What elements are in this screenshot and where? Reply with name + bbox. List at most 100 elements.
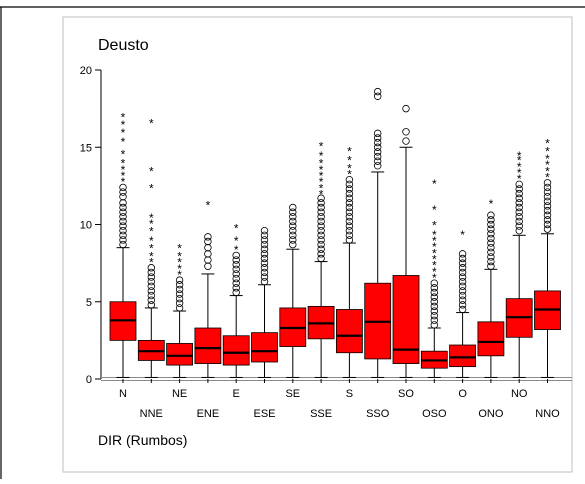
outlier-circle: [543, 206, 552, 215]
outlier-circle: [289, 222, 297, 230]
outlier-star: *: [149, 117, 154, 131]
outlier-circle: [374, 138, 382, 147]
outlier-circle: [260, 226, 269, 235]
outlier-circle: [458, 273, 467, 281]
outlier-circle: [458, 264, 467, 272]
outlier-circle: [458, 287, 467, 295]
outlier-circle: [119, 203, 127, 212]
outlier-circle: [458, 250, 467, 258]
outlier-star: *: [121, 175, 126, 189]
outlier-circle: [374, 148, 382, 156]
outlier-star: *: [319, 140, 324, 154]
outlier-star: *: [149, 211, 154, 225]
outlier-star: *: [149, 249, 154, 263]
outlier-circle: [543, 216, 552, 224]
outlier-circle: [317, 250, 325, 258]
outlier-circle: [543, 188, 552, 196]
outlier-star: *: [121, 157, 126, 171]
box-E: ***: [222, 222, 250, 378]
outlier-circle: [289, 231, 297, 240]
x-tick-label-NO: NO: [511, 388, 528, 400]
outlier-circle: [317, 240, 325, 249]
outlier-star: *: [121, 110, 126, 124]
outlier-circle: [260, 259, 269, 267]
outlier-circle: [430, 311, 438, 320]
outlier-circle: [260, 254, 269, 263]
outlier-circle: [147, 264, 155, 272]
outlier-star: *: [347, 154, 352, 168]
x-tick-label-SO: SO: [398, 388, 414, 400]
outlier-star: *: [319, 181, 324, 195]
outlier-star: *: [432, 240, 437, 254]
outlier-circle: [543, 211, 552, 219]
outlier-star: *: [517, 166, 522, 180]
outlier-circle: [487, 211, 495, 219]
outlier-star: *: [319, 188, 324, 202]
outlier-circle: [317, 254, 325, 263]
zero-baseline: [101, 377, 572, 381]
outlier-circle: [345, 208, 354, 216]
outlier-star: *: [460, 228, 465, 242]
outlier-circle: [260, 240, 269, 249]
y-tick-label-0: 0: [86, 374, 92, 386]
outlier-star: *: [121, 163, 126, 177]
outlier-circle: [487, 253, 495, 261]
outlier-star: *: [545, 171, 550, 185]
outlier-star: *: [347, 168, 352, 182]
outlier-circle: [119, 217, 127, 226]
outlier-circle: [147, 268, 155, 277]
box-NO: *****: [505, 149, 533, 378]
outlier-circle: [119, 236, 127, 244]
outlier-circle: [204, 233, 212, 241]
outlier-circle: [345, 185, 354, 193]
outlier-circle: [260, 264, 269, 272]
box-SSO: [364, 87, 392, 378]
outlier-star: *: [234, 234, 239, 248]
outlier-circle: [515, 208, 523, 216]
outlier-circle: [147, 301, 155, 309]
x-tick-label-ENE: ENE: [197, 408, 220, 420]
x-tick-label-NNO: NNO: [535, 408, 560, 420]
outlier-circle: [119, 240, 127, 249]
outlier-star: *: [149, 256, 154, 270]
outlier-star: *: [545, 144, 550, 158]
outlier-circle: [119, 222, 127, 230]
outlier-star: *: [149, 181, 154, 195]
outlier-circle: [374, 143, 382, 151]
box-iqr: [335, 309, 363, 354]
outlier-circle: [204, 262, 212, 270]
outlier-star: *: [432, 265, 437, 279]
outlier-circle: [515, 199, 523, 207]
box-iqr: [222, 335, 250, 366]
x-tick-label-OSO: OSO: [422, 408, 447, 420]
x-tick-label-E: E: [233, 388, 240, 400]
outlier-circle: [119, 226, 127, 235]
x-tick-label-O: O: [458, 388, 467, 400]
outlier-circle: [147, 287, 155, 295]
outlier-circle: [232, 270, 240, 278]
outlier-circle: [317, 226, 325, 235]
outlier-circle: [345, 222, 354, 230]
outlier-star: *: [432, 252, 437, 266]
outlier-circle: [543, 192, 552, 201]
outlier-star: *: [177, 256, 182, 270]
outlier-circle: [430, 288, 438, 297]
outlier-circle: [487, 225, 495, 233]
outlier-star: *: [432, 228, 437, 242]
outlier-circle: [260, 268, 269, 277]
x-tick-label-NE: NE: [172, 388, 187, 400]
outlier-star: *: [432, 219, 437, 233]
outlier-circle: [232, 251, 240, 260]
outlier-circle: [289, 236, 297, 244]
outlier-circle: [204, 256, 212, 264]
outlier-star: *: [347, 161, 352, 175]
outlier-circle: [119, 183, 127, 192]
y-tick-label-20: 20: [80, 65, 92, 77]
box-ONO: *: [477, 197, 505, 378]
outlier-circle: [487, 216, 495, 224]
outlier-star: *: [319, 175, 324, 189]
outlier-circle: [430, 279, 438, 287]
outlier-star: *: [517, 172, 522, 186]
outlier-circle: [204, 237, 212, 246]
box-NE: *****: [166, 242, 194, 378]
